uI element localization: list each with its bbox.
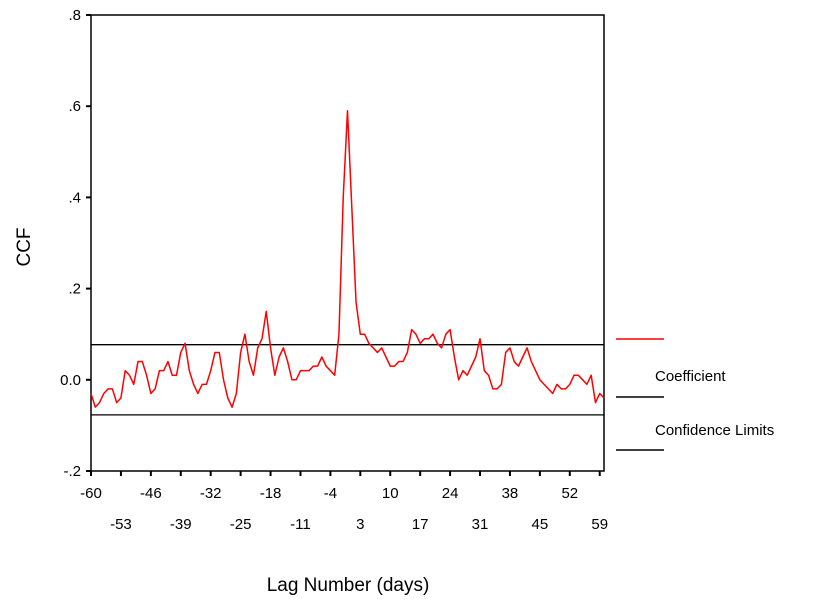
x-tick-label: 17 (412, 516, 429, 533)
plot-frame (90, 14, 605, 472)
y-tick-label: 0.0 (60, 372, 81, 389)
x-tick-label: 31 (472, 516, 489, 533)
y-tick-label: .4 (68, 189, 81, 206)
legend-label-confidence-limits: Confidence Limits (655, 422, 774, 439)
x-tick-label: -32 (200, 485, 222, 502)
ccf-series-line (90, 110, 605, 408)
y-tick-label: .8 (68, 7, 81, 24)
x-tick-label: -18 (260, 485, 282, 502)
x-tick-label: -39 (170, 516, 192, 533)
y-axis: .8 .6 .4 .2 0.0 -.2 (60, 7, 91, 480)
legend: Coefficient Confidence Limits (616, 338, 774, 451)
x-axis-title: Lag Number (days) (267, 575, 430, 596)
x-tick-label: -60 (80, 485, 102, 502)
x-tick-label: 10 (382, 485, 399, 502)
x-tick-label: -11 (290, 516, 311, 533)
x-tick-label: 52 (561, 485, 578, 502)
y-tick-label: .2 (68, 281, 81, 298)
x-tick-label: -25 (230, 516, 252, 533)
x-tick-label: -4 (324, 485, 337, 502)
x-tick-label: -53 (110, 516, 132, 533)
y-axis-title: CCF (14, 227, 35, 266)
x-tick-label: 3 (356, 516, 364, 533)
x-tick-label: 24 (442, 485, 459, 502)
y-tick-label: -.2 (63, 463, 81, 480)
y-tick-label: .6 (68, 98, 81, 115)
x-tick-label: 38 (502, 485, 519, 502)
x-axis: -60 -46 -32 -18 -4 10 24 38 52 -53 -39 -25 -11 3 17 31 4… (80, 471, 608, 533)
plot-area (90, 14, 605, 472)
x-tick-label: 59 (591, 516, 608, 533)
x-tick-label: -46 (140, 485, 162, 502)
x-tick-label: 45 (532, 516, 549, 533)
legend-label-coefficient: Coefficient (655, 368, 726, 385)
